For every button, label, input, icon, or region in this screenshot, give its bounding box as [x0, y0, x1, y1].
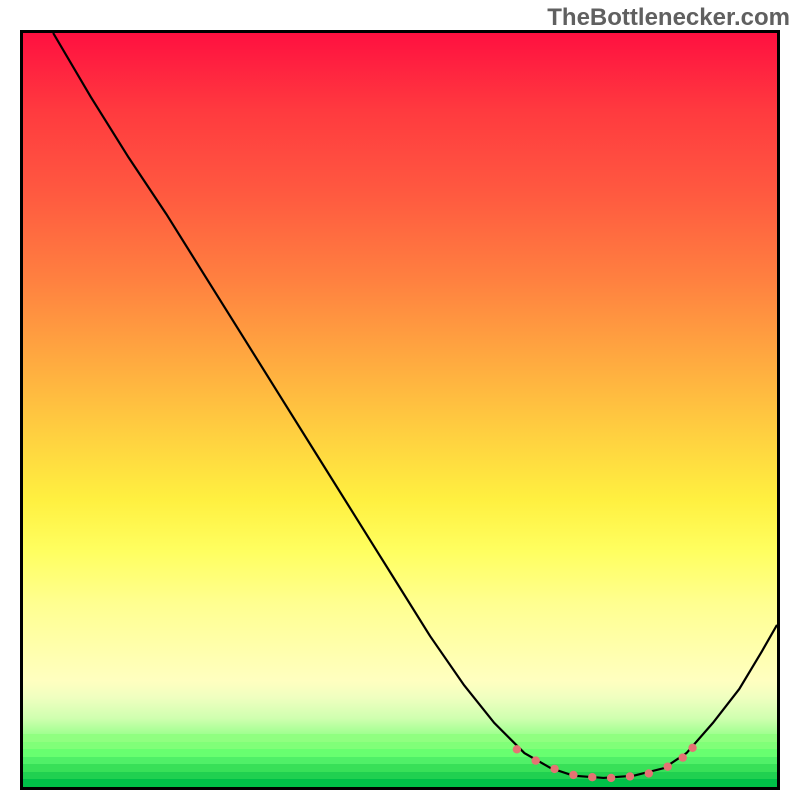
bottleneck-curve: [53, 33, 777, 778]
highlight-dot: [663, 762, 671, 770]
highlight-dot: [645, 769, 653, 777]
highlight-dot: [569, 771, 577, 779]
chart-container: TheBottlenecker.com: [0, 0, 800, 800]
highlight-dot: [626, 772, 634, 780]
highlight-dot: [607, 774, 615, 782]
highlight-dot: [679, 753, 687, 761]
highlight-dot: [532, 756, 540, 764]
highlight-dot: [513, 745, 521, 753]
plot-area: [20, 30, 780, 790]
highlight-dot: [688, 744, 696, 752]
curve-svg: [23, 33, 777, 787]
watermark-text: TheBottlenecker.com: [547, 4, 790, 32]
highlight-dot: [550, 765, 558, 773]
highlight-dot: [588, 773, 596, 781]
